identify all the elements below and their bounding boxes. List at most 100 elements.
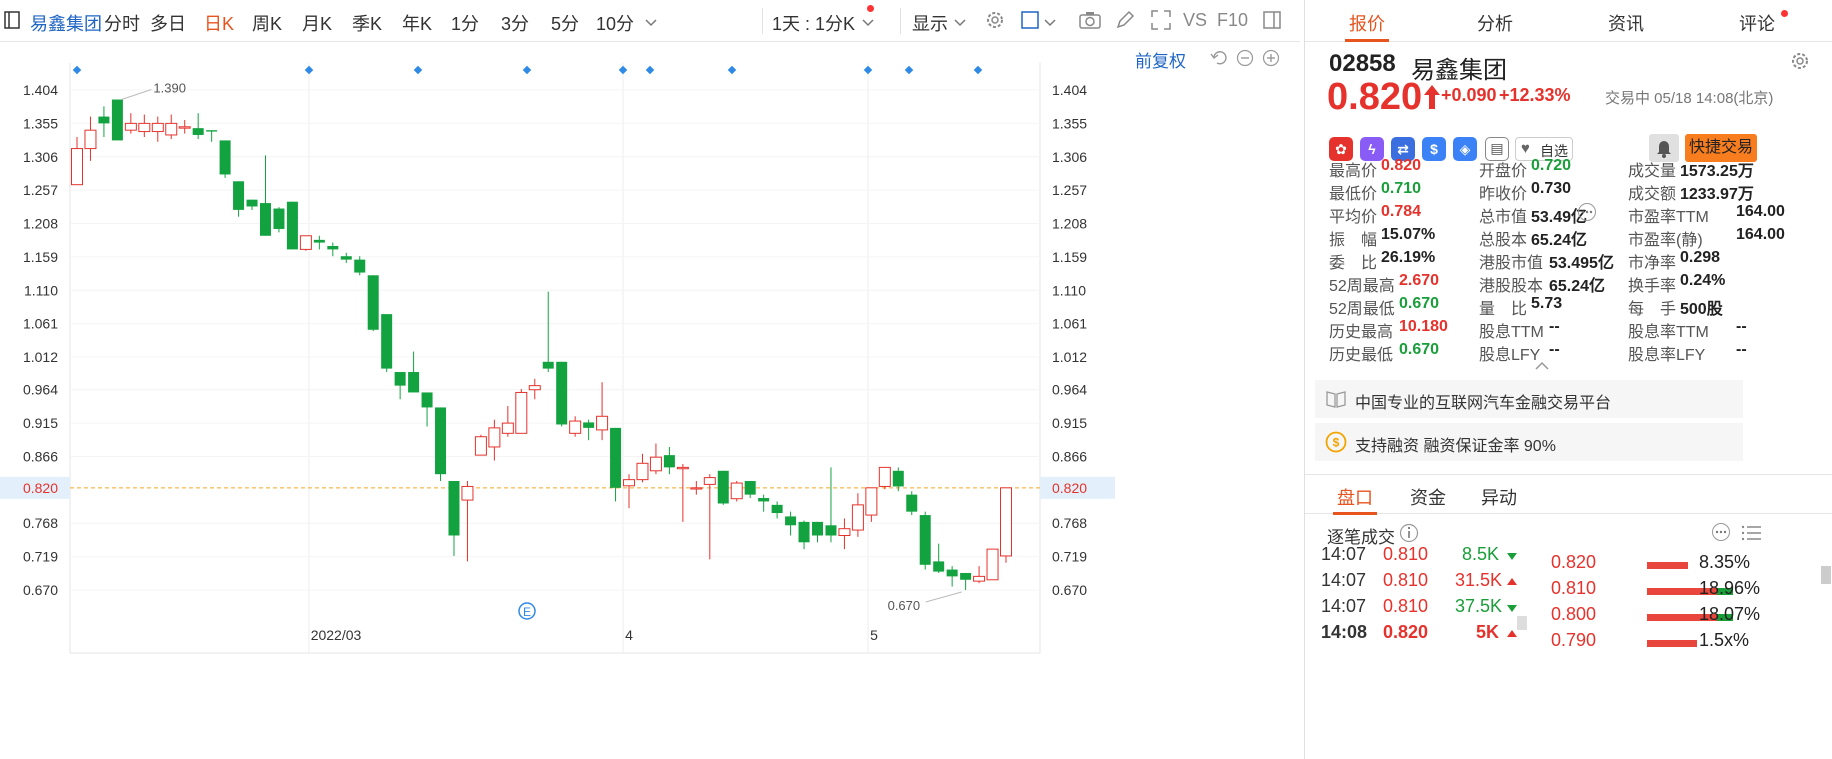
undo-icon[interactable] <box>1210 49 1228 72</box>
candle-down <box>259 203 271 236</box>
period-tab[interactable]: 分时 <box>104 14 140 34</box>
field-label: 换手率 <box>1628 278 1677 295</box>
y-tick-label-left: 0.964 <box>23 382 58 398</box>
stock-name-link[interactable]: 易鑫集团 <box>30 14 102 34</box>
field-label: 成交额 <box>1628 186 1677 203</box>
collapse-chevron-icon[interactable] <box>1535 358 1549 376</box>
field-value: -- <box>1736 341 1747 358</box>
candle-down <box>744 481 756 495</box>
high-marker-label: 1.390 <box>153 81 186 96</box>
trade-row: 14:07 0.810 37.5K <box>1305 596 1535 626</box>
scrollbar[interactable] <box>1517 616 1527 630</box>
f10-button[interactable]: F10 <box>1217 10 1249 30</box>
candle-up <box>1000 487 1012 557</box>
panel-toggle-icon[interactable] <box>1262 9 1282 36</box>
candle-down <box>192 128 204 135</box>
candle-up <box>973 575 986 582</box>
zoom-in-icon[interactable] <box>1262 49 1280 72</box>
period-tab[interactable]: 多日 <box>150 14 186 34</box>
tab-news[interactable]: 资讯 <box>1608 14 1644 34</box>
field-label: 开盘价 <box>1479 163 1528 180</box>
scrollbar[interactable] <box>1821 566 1831 584</box>
period-tab[interactable]: 季K <box>352 14 383 34</box>
more-options-icon[interactable] <box>1711 522 1731 547</box>
candle-down <box>610 427 622 488</box>
draw-box-icon[interactable] <box>1020 9 1044 36</box>
notification-dot <box>867 5 874 12</box>
candle-down <box>556 361 568 425</box>
tab-capital-flow[interactable]: 资金 <box>1410 488 1446 508</box>
tab-comments[interactable]: 评论 <box>1739 14 1775 34</box>
tab-orderbook[interactable]: 盘口 <box>1337 488 1373 508</box>
chevron-down-icon[interactable] <box>954 15 966 33</box>
toolbar-divider <box>900 8 901 34</box>
candle-up <box>838 528 851 537</box>
event-diamond <box>618 65 628 75</box>
trade-list: 14:07 0.810 8.5K 14:07 0.810 31.5K 14:07 0.810 3… <box>1305 546 1832 759</box>
notebook-icon[interactable]: ▤ <box>1485 137 1509 161</box>
period-tab[interactable]: 10分 <box>596 14 635 34</box>
event-diamond <box>904 65 914 75</box>
candle-down <box>435 407 447 475</box>
y-tick-label-left: 1.306 <box>23 149 58 165</box>
sidebar-toggle-icon[interactable] <box>4 11 20 34</box>
y-tick-label-right: 1.159 <box>1052 249 1087 265</box>
tab-unusual[interactable]: 异动 <box>1481 488 1517 508</box>
hk-flag-icon[interactable]: ✿ <box>1329 137 1353 161</box>
shuffle-icon[interactable]: ⇄ <box>1391 137 1415 161</box>
period-tab[interactable]: 日K <box>204 14 235 34</box>
candle-up <box>178 126 191 129</box>
field-value: 0.670 <box>1399 341 1440 358</box>
event-diamond <box>72 65 82 75</box>
display-menu[interactable]: 显示 <box>912 14 948 34</box>
chevron-down-icon[interactable] <box>1044 15 1056 33</box>
bell-icon[interactable] <box>1649 134 1679 162</box>
fullscreen-icon[interactable] <box>1150 9 1172 36</box>
field-label: 股息TTM <box>1479 324 1544 341</box>
period-tab[interactable]: 1分 <box>451 14 480 34</box>
zoom-out-icon[interactable] <box>1236 49 1254 72</box>
gear-icon[interactable] <box>1789 50 1811 77</box>
period-tab[interactable]: 周K <box>252 14 283 34</box>
orderbook-bar <box>1647 640 1697 647</box>
period-tab[interactable]: 年K <box>402 14 433 34</box>
quick-trade-button[interactable]: 快捷交易 <box>1685 134 1757 162</box>
event-diamond <box>645 65 655 75</box>
margin-card: $ 支持融资 融资保证金率 90% <box>1315 423 1743 461</box>
dollar-icon[interactable]: $ <box>1422 137 1446 161</box>
camera-icon[interactable] <box>1078 9 1102 36</box>
kline-chart[interactable]: 前复权 1.404 1.404 1.355 1.355 1.306 1.306 1.257 1… <box>0 43 1300 759</box>
period-select[interactable]: 1天 : 1分K <box>772 14 856 34</box>
y-tick-label-right: 0.866 <box>1052 448 1087 464</box>
tab-analysis[interactable]: 分析 <box>1477 14 1513 34</box>
field-label: 总市值 <box>1479 209 1528 226</box>
current-price-label-right: 0.820 <box>1052 480 1087 496</box>
event-diamond <box>522 65 532 75</box>
candle-up <box>528 385 541 391</box>
chevron-down-icon[interactable] <box>645 15 657 33</box>
list-view-icon[interactable] <box>1741 523 1763 548</box>
candle-down <box>340 256 352 260</box>
orderbook-bar-tail <box>1717 614 1733 621</box>
candle-down <box>246 199 258 207</box>
add-watchlist-button[interactable]: ♥ 自选 <box>1515 137 1573 161</box>
period-tab[interactable]: 月K <box>302 14 333 34</box>
chevron-down-icon[interactable] <box>862 15 874 33</box>
orderbook-bar <box>1647 614 1717 621</box>
y-tick-label-right: 1.306 <box>1052 149 1087 165</box>
flash-icon[interactable]: ϟ <box>1360 137 1384 161</box>
tag-icon[interactable]: ◈ <box>1453 137 1477 161</box>
candle-up <box>596 415 609 431</box>
candle-up <box>865 487 878 516</box>
settings-icon[interactable] <box>984 9 1006 36</box>
tab-quote[interactable]: 报价 <box>1349 14 1385 34</box>
pen-icon[interactable] <box>1114 9 1136 36</box>
candle-down <box>206 130 218 132</box>
adjust-mode-button[interactable]: 前复权 <box>1135 52 1186 71</box>
vs-button[interactable]: VS <box>1183 10 1208 30</box>
period-tab[interactable]: 5分 <box>551 14 580 34</box>
y-tick-label-left: 1.404 <box>23 82 58 98</box>
info-icon[interactable] <box>1399 523 1419 548</box>
more-options-icon[interactable] <box>1577 202 1597 227</box>
period-tab[interactable]: 3分 <box>501 14 530 34</box>
